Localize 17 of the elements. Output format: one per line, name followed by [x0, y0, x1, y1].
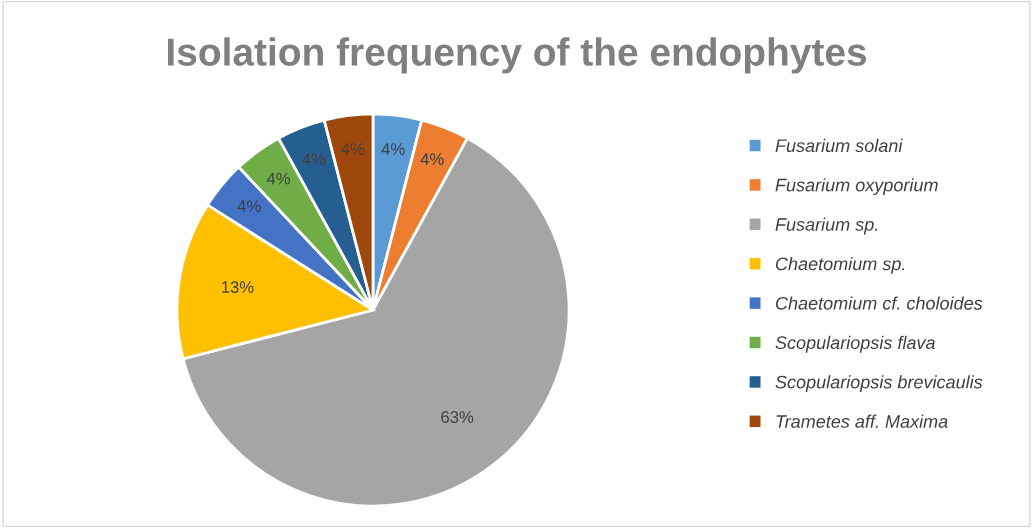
legend-label: Trametes aff. Maxima — [776, 414, 948, 428]
data-label: 4% — [420, 153, 444, 165]
legend-label: Chaetomium sp. — [775, 257, 905, 274]
data-label: 4% — [237, 200, 261, 212]
chart-title: Isolation frequency of the endophytes — [168, 37, 867, 74]
data-label: 13% — [222, 281, 254, 293]
legend-label: Scopulariopsis flava — [775, 335, 935, 353]
legend-label: Scopulariopsis brevicaulis — [775, 375, 983, 393]
data-label: 4% — [266, 172, 290, 185]
data-label: 4% — [302, 153, 326, 165]
data-label: 63% — [441, 411, 474, 423]
legend-label: Fusarium sp. — [775, 217, 878, 235]
legend-label: Fusarium solani — [775, 138, 903, 153]
data-label: 4% — [381, 143, 405, 155]
data-label: 4% — [341, 143, 365, 155]
legend-label: Fusarium oxyporium — [775, 178, 938, 196]
legend-label: Chaetomium cf. choloides — [775, 296, 983, 310]
